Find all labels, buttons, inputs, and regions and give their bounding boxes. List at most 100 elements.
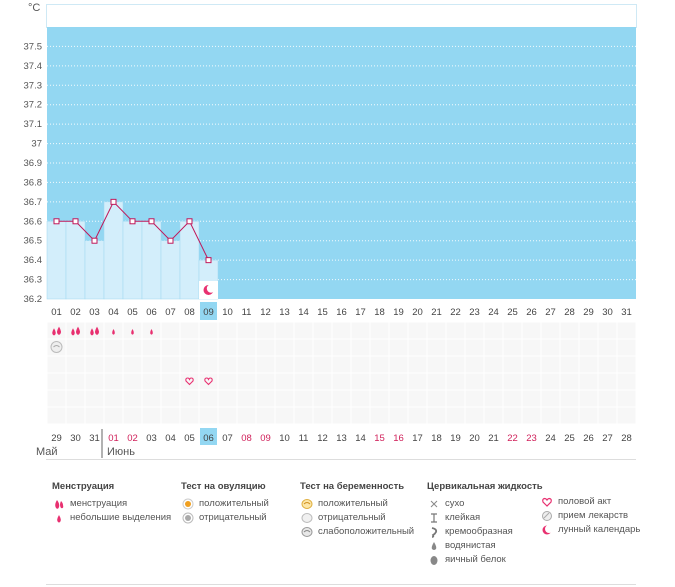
date-label: 09	[260, 433, 271, 444]
month-label-june: Июнь	[107, 446, 135, 458]
cycle-day-label: 27	[545, 307, 556, 318]
menstruation-heavy-icon	[90, 328, 94, 336]
legend-item: клейкая	[427, 511, 543, 525]
date-label: 14	[355, 433, 366, 444]
date-label: 19	[450, 433, 461, 444]
gridlines	[47, 45, 636, 281]
legend-label: половой акт	[558, 496, 612, 507]
legend-item: отрицательный	[181, 511, 269, 525]
temperature-bars	[46, 201, 219, 300]
legend-label: небольшие выделения	[70, 512, 172, 523]
legend-divider-bottom	[46, 584, 636, 585]
dry-icon	[427, 497, 441, 511]
cycle-day-label: 04	[108, 307, 119, 318]
cycle-day-label: 19	[393, 307, 404, 318]
date-label: 11	[299, 433, 309, 444]
y-tick-label: 37.5	[24, 41, 43, 52]
cycle-day-label: 23	[469, 307, 480, 318]
legend-label: положительный	[199, 498, 269, 509]
legend-item: менструация	[52, 497, 171, 511]
y-tick-label: 37	[31, 139, 42, 150]
pregnancy-negative-icon	[300, 511, 314, 525]
legend-label: положительный	[318, 498, 388, 509]
legend-label: лунный календарь	[558, 524, 641, 535]
temperature-bar	[46, 221, 67, 300]
ovulation-negative-icon	[50, 341, 63, 353]
temperature-point	[91, 237, 98, 244]
date-label: 03	[146, 433, 157, 444]
date-label: 02	[127, 433, 138, 444]
date-label: 27	[602, 433, 613, 444]
cycle-day-label: 17	[355, 307, 366, 318]
date-label: 06	[203, 433, 214, 444]
legend-label: яичный белок	[445, 554, 506, 565]
date-label: 12	[317, 433, 328, 444]
cycle-day-label: 18	[374, 307, 385, 318]
y-tick-label: 36.4	[24, 255, 43, 266]
legend-item: сухо	[427, 497, 543, 511]
legend-item: положительный	[181, 497, 269, 511]
egg-white-icon	[427, 553, 441, 567]
pregnancy-positive-icon	[300, 497, 314, 511]
temperature-bar	[141, 221, 162, 300]
menstruation-heavy-icon	[95, 326, 99, 335]
symptom-marks-grid	[46, 321, 637, 425]
y-tick-label: 37.3	[24, 80, 43, 91]
plot-top-strip	[46, 4, 637, 28]
legend-other: половой акт прием лекарств лунный календ…	[540, 495, 640, 537]
cycle-day-label: 25	[507, 307, 518, 318]
menstruation-light-icon	[150, 329, 153, 335]
menstruation-light-icon	[131, 329, 134, 335]
cycle-day-label: 07	[165, 307, 176, 318]
legend-item: слабоположительный	[300, 525, 414, 539]
legend-pregnancy-title: Тест на беременность	[300, 481, 405, 492]
date-label: 01	[108, 433, 119, 444]
cycle-day-label: 14	[298, 307, 309, 318]
menstruation-heavy-icon	[71, 328, 75, 336]
legend-item: яичный белок	[427, 553, 543, 567]
creamy-icon	[427, 525, 441, 539]
legend-label: слабоположительный	[318, 526, 415, 537]
cycle-day-label: 05	[127, 307, 138, 318]
date-label: 23	[526, 433, 537, 444]
date-label: 31	[89, 433, 100, 444]
cycle-day-label: 22	[450, 307, 461, 318]
cycle-day-label: 30	[602, 307, 613, 318]
y-tick-label: 36.2	[24, 294, 43, 305]
legend-label: отрицательный	[318, 512, 386, 523]
legend-divider-top	[46, 459, 636, 460]
menstruation-light-icon	[112, 329, 115, 335]
cycle-day-label: 24	[488, 307, 499, 318]
watery-icon	[427, 539, 441, 553]
date-label: 24	[545, 433, 556, 444]
date-label: 17	[412, 433, 423, 444]
date-label: 16	[393, 433, 404, 444]
cycle-day-label: 15	[317, 307, 328, 318]
legend-item: кремообразная	[427, 525, 543, 539]
legend-pregnancy-test: Тест на беременность положительный отриц…	[300, 481, 414, 539]
pregnancy-weak-positive-icon	[300, 525, 314, 539]
date-label: 15	[374, 433, 385, 444]
ovulation-positive-icon	[181, 497, 195, 511]
legend-item: водянистая	[427, 539, 543, 553]
temperature-point	[53, 218, 60, 225]
pill-icon	[540, 509, 554, 523]
heart-icon	[185, 377, 194, 386]
temperature-point	[129, 218, 136, 225]
moon-icon	[540, 523, 554, 537]
legend-item: лунный календарь	[540, 523, 640, 537]
cycle-day-label: 26	[526, 307, 537, 318]
cycle-day-label: 16	[336, 307, 347, 318]
date-highlight	[200, 428, 217, 445]
temperature-point	[186, 218, 193, 225]
date-label: 05	[184, 433, 195, 444]
y-tick-label: 36.7	[24, 197, 43, 208]
y-tick-label: 36.6	[24, 216, 43, 227]
date-axis: 29 30 31 01 02 03 04 05 06 07 08 09 10 11 12 13 14 15 16 17…	[51, 428, 632, 458]
legend-item: отрицательный	[300, 511, 414, 525]
y-axis-unit-label: °C	[28, 2, 40, 14]
ovulation-negative-icon	[181, 511, 195, 525]
temperature-point	[148, 218, 155, 225]
month-label-may: Май	[36, 446, 58, 458]
date-label: 26	[583, 433, 594, 444]
